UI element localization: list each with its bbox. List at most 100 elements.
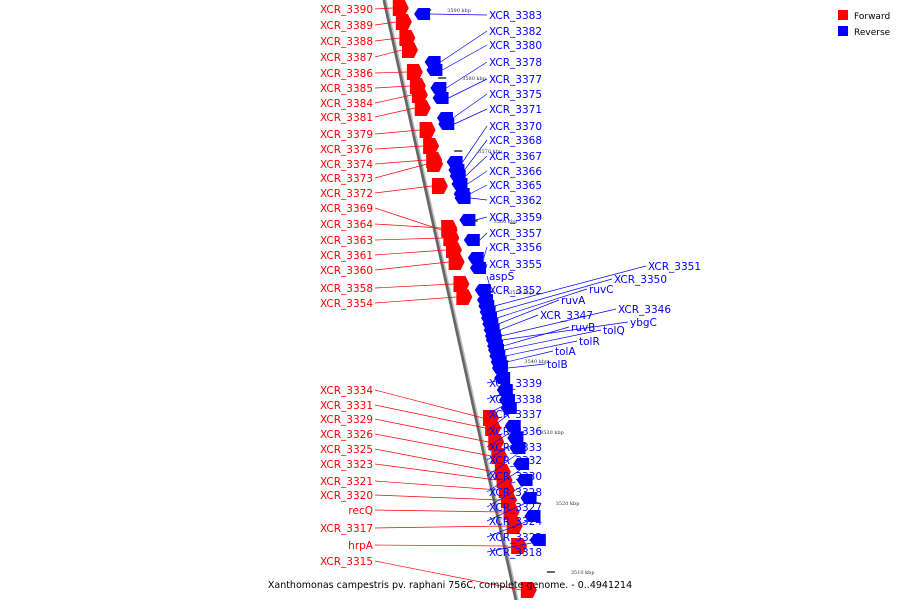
reverse-gene-label: XCR_3338 [489, 394, 542, 406]
reverse-gene-label: XCR_3322 [489, 532, 542, 544]
reverse-gene-arrow [516, 474, 533, 486]
forward-gene-label: XCR_3388 [320, 36, 373, 48]
tick-marks: 3590 kbp 3580 kbp 3570 kbp 3560 kbp 3550 kbp… [423, 8, 595, 576]
reverse-gene-arrow [454, 192, 471, 204]
reverse-connector [486, 407, 517, 432]
forward-gene-label: XCR_3358 [320, 283, 373, 295]
forward-gene-label: XCR_3334 [320, 385, 373, 397]
forward-gene-label: XCR_3384 [320, 98, 373, 110]
reverse-gene-label: XCR_3332 [489, 455, 542, 467]
reverse-connector [486, 463, 530, 493]
legend-forward-label: Forward [854, 12, 890, 22]
forward-connector [374, 21, 396, 26]
reverse-connector [464, 139, 488, 171]
reverse-gene-arrow [491, 362, 508, 374]
reverse-connector [475, 216, 488, 221]
reverse-gene-arrow [529, 534, 546, 546]
forward-gene-arrow [491, 448, 508, 464]
reverse-connector [486, 389, 513, 400]
forward-gene-label: XCR_3379 [320, 129, 373, 141]
reverse-gene-label: XCR_3377 [489, 74, 542, 86]
reverse-gene-arrow [459, 214, 476, 226]
reverse-gene-label: tolQ [603, 325, 625, 337]
reverse-gene-label: XCR_3365 [489, 180, 542, 192]
reverse-gene-label: XCR_3367 [489, 151, 542, 163]
forward-gene-label: XCR_3363 [320, 235, 373, 247]
forward-gene-arrow [414, 100, 431, 116]
reverse-connector [501, 321, 629, 341]
reverse-connector [498, 299, 560, 325]
reverse-gene-arrow [463, 234, 480, 246]
forward-gene-arrow [511, 538, 528, 554]
forward-gene-label: XCR_3325 [320, 444, 373, 456]
forward-gene-label: XCR_3389 [320, 20, 373, 32]
reverse-gene-label: XCR_3333 [489, 442, 542, 454]
tick-label: 3570 kbp [478, 149, 502, 155]
tick-label: 3590 kbp [447, 8, 471, 14]
forward-connector [374, 7, 393, 10]
legend-reverse-swatch [838, 26, 848, 36]
forward-gene-label: XCR_3361 [320, 250, 373, 262]
reverse-connector [440, 30, 488, 63]
forward-gene-label: XCR_3315 [320, 556, 373, 568]
forward-connector [374, 107, 415, 118]
reverse-gene-label: XCR_3351 [648, 261, 701, 273]
reverse-gene-arrow [474, 284, 491, 296]
reverse-gene-arrow [520, 492, 537, 504]
forward-connector [374, 94, 412, 104]
gene-features [392, 0, 546, 598]
reverse-gene-label: XCR_3339 [489, 378, 542, 390]
forward-gene-label: XCR_3387 [320, 52, 373, 64]
reverse-connector [506, 350, 554, 363]
reverse-gene-arrow [504, 420, 521, 432]
forward-gene-label: XCR_3321 [320, 476, 373, 488]
gene-labels: XCR_3390 XCR_3389 XCR_3388 XCR_3387 XCR_3386… [320, 4, 701, 568]
forward-connector [374, 129, 420, 135]
reverse-gene-label: ruvB [571, 322, 595, 334]
reverse-connector [486, 515, 541, 538]
forward-connector [374, 448, 495, 473]
forward-connector [374, 389, 484, 419]
reverse-gene-label: XCR_3347 [540, 310, 593, 322]
reverse-connector [486, 275, 492, 291]
forward-gene-arrow [431, 178, 448, 194]
reverse-connector [486, 399, 516, 415]
reverse-gene-label: XCR_3359 [489, 212, 542, 224]
reverse-gene-label: XCR_3337 [489, 409, 542, 421]
tick-label: 3540 kbp [524, 359, 548, 365]
forward-gene-arrow [485, 420, 502, 436]
reverse-gene-label: XCR_3327 [489, 502, 542, 514]
forward-connector [374, 85, 410, 89]
forward-connector [374, 296, 457, 304]
reverse-connector [486, 437, 524, 461]
forward-gene-arrow [488, 434, 505, 450]
reverse-connector [483, 246, 488, 259]
reverse-gene-label: XCR_3382 [489, 26, 542, 38]
forward-gene-arrow [520, 582, 537, 598]
reverse-gene-label: XCR_3328 [489, 487, 542, 499]
forward-gene-arrow [402, 42, 418, 58]
reverse-connector [448, 78, 488, 99]
forward-connector [374, 433, 492, 457]
reverse-connector [446, 61, 488, 89]
label-connectors [374, 7, 647, 591]
forward-gene-arrow [411, 87, 428, 103]
reverse-gene-label: XCR_3324 [489, 516, 542, 528]
reverse-gene-label: tolA [555, 346, 576, 358]
reverse-gene-arrow [469, 262, 486, 274]
reverse-gene-label: XCR_3370 [489, 121, 542, 133]
reverse-gene-label: XCR_3368 [489, 135, 542, 147]
forward-gene-label: XCR_3326 [320, 429, 373, 441]
reverse-connector [486, 425, 521, 448]
reverse-gene-arrow [430, 82, 447, 94]
forward-gene-label: hrpA [348, 540, 374, 552]
reverse-connector [486, 479, 533, 508]
reverse-gene-label: XCR_3366 [489, 166, 542, 178]
reverse-connector [486, 377, 511, 384]
reverse-gene-arrow [507, 432, 524, 444]
reverse-gene-label: XCR_3355 [489, 259, 542, 271]
forward-gene-label: XCR_3323 [320, 459, 373, 471]
reverse-connector [465, 155, 488, 177]
reverse-connector [495, 278, 613, 313]
forward-gene-arrow [423, 138, 440, 154]
